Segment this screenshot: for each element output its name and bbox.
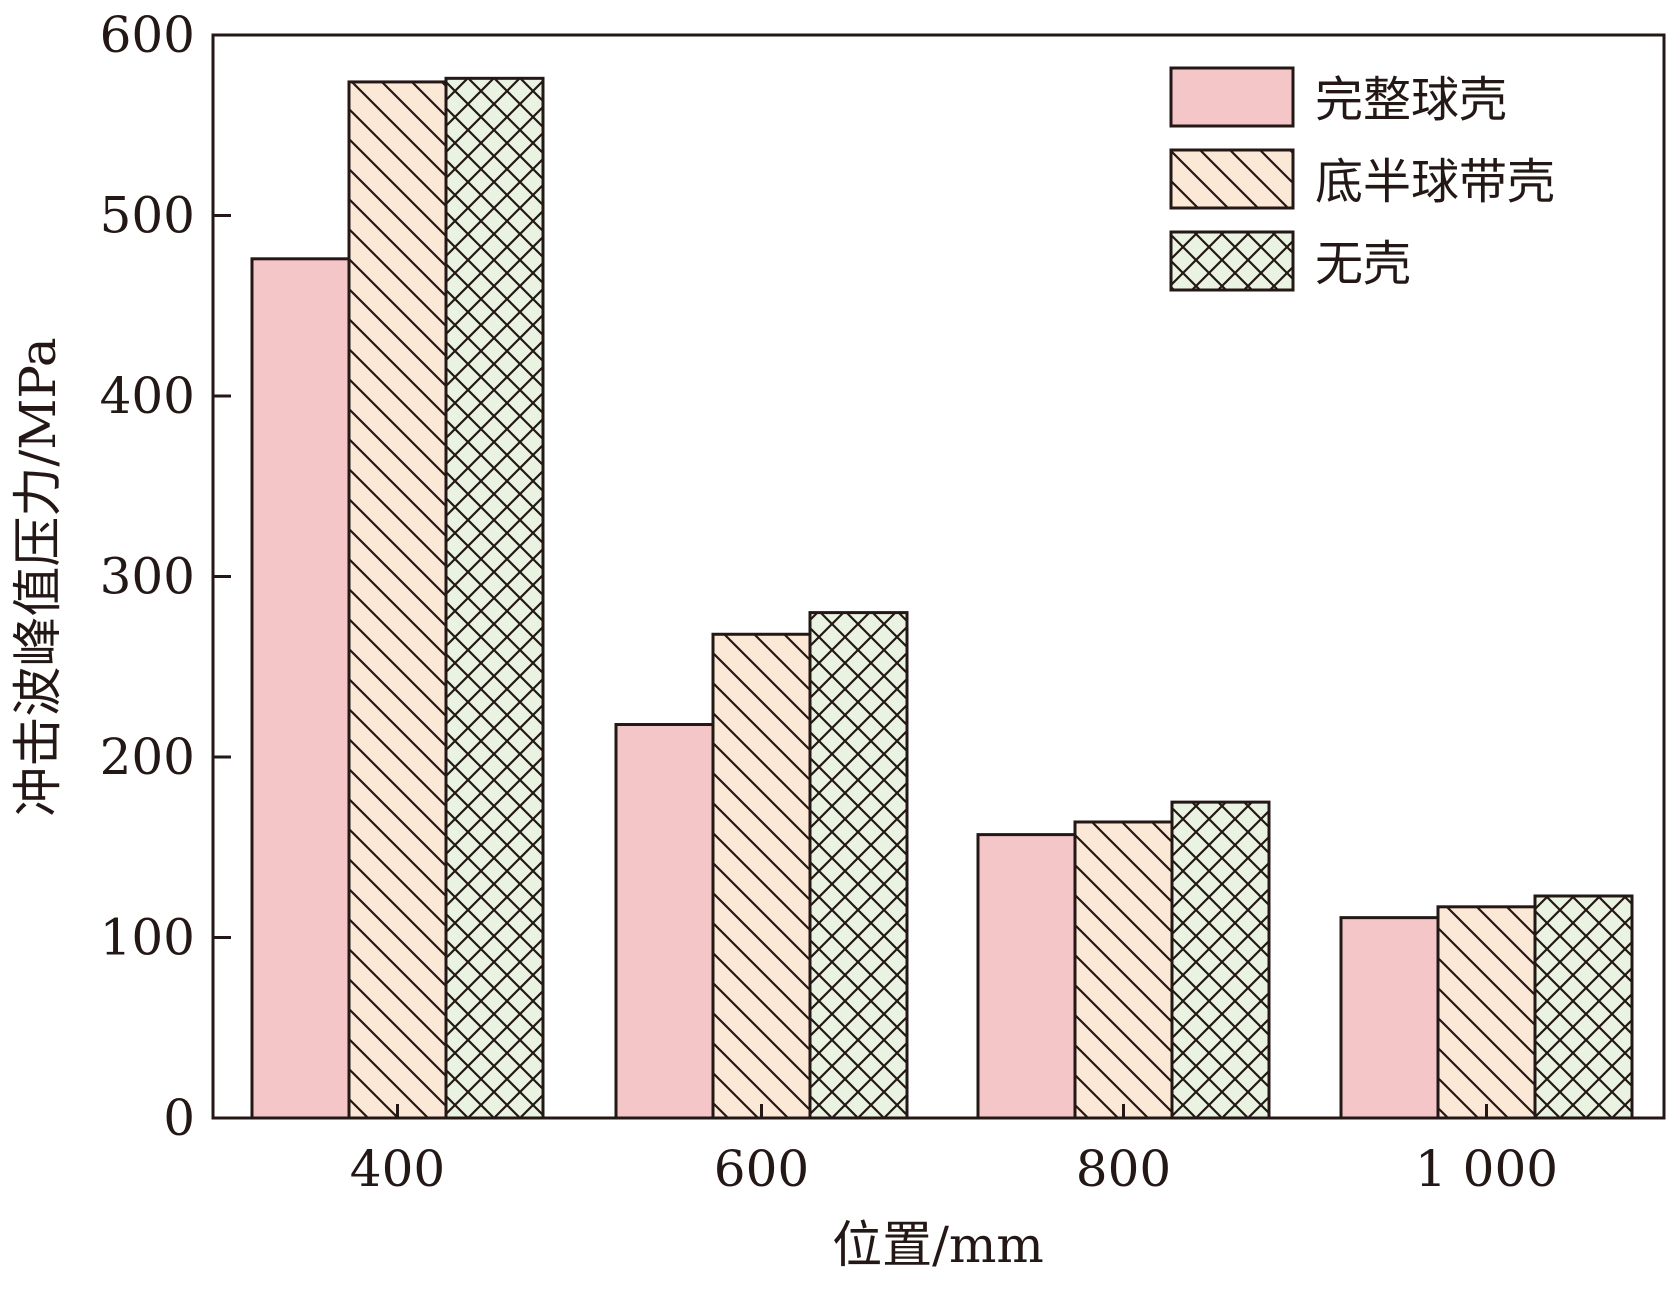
x-tick-label: 400 <box>350 1140 445 1198</box>
y-axis-label: 冲击波峰值压力/MPa <box>9 337 67 816</box>
y-tick-label: 200 <box>100 728 195 786</box>
legend-swatch-1 <box>1169 66 1295 128</box>
bar-3-2 <box>808 611 909 1120</box>
bars-layer <box>250 76 1634 1120</box>
bar-3-1 <box>444 76 545 1120</box>
x-tick-label: 600 <box>714 1140 809 1198</box>
x-axis-label: 位置/mm <box>832 1216 1044 1274</box>
bar-1-4 <box>1339 916 1440 1120</box>
x-tick-label: 1 000 <box>1415 1140 1558 1198</box>
legend-label-3: 无壳 <box>1315 236 1411 292</box>
x-tick-label: 800 <box>1076 1140 1171 1198</box>
bar-2-1 <box>347 80 448 1120</box>
bar-2-3 <box>1073 820 1174 1120</box>
y-tick-label: 400 <box>100 367 195 425</box>
legend-label-2: 底半球带壳 <box>1315 154 1555 210</box>
legend-swatch-3 <box>1169 230 1295 292</box>
bar-2-2 <box>711 632 812 1120</box>
bar-1-2 <box>614 723 715 1120</box>
bar-1-1 <box>250 257 351 1120</box>
x-axis: 400 600 800 1 000 <box>350 1104 1558 1198</box>
y-tick-label: 100 <box>100 909 195 967</box>
y-tick-label: 0 <box>163 1089 195 1147</box>
legend-swatch-2 <box>1169 148 1295 210</box>
bar-1-3 <box>976 833 1077 1120</box>
bar-3-3 <box>1170 800 1271 1120</box>
legend-label-1: 完整球壳 <box>1315 72 1507 128</box>
bar-2-4 <box>1436 905 1537 1120</box>
y-axis: 0 100 200 300 400 500 600 <box>100 6 231 1147</box>
y-tick-label: 500 <box>100 187 195 245</box>
y-tick-label: 600 <box>100 6 195 64</box>
bar-3-4 <box>1533 894 1634 1120</box>
y-tick-label: 300 <box>100 548 195 606</box>
